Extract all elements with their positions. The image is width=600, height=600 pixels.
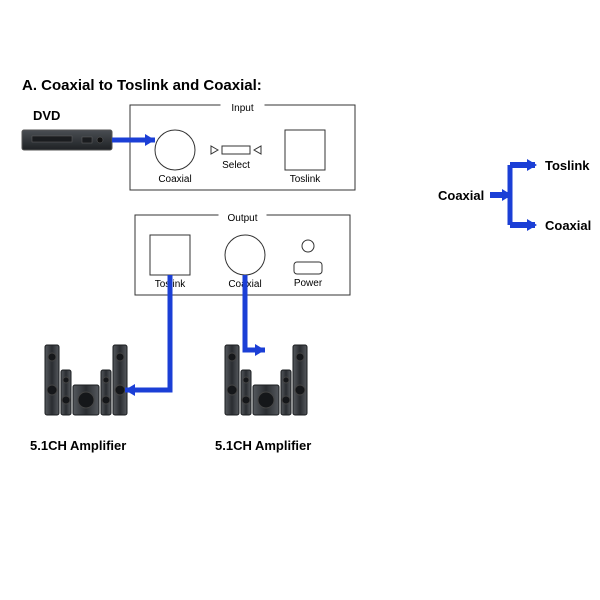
diagram-title: A. Coaxial to Toslink and Coaxial: [22, 77, 262, 94]
output-toslink-port [150, 235, 190, 275]
output-coaxial-port [225, 235, 265, 275]
input-coaxial-port [155, 130, 195, 170]
amp1-label: 5.1CH Amplifier [30, 438, 126, 453]
split-in-label: Coaxial [438, 188, 484, 203]
dvd-label: DVD [33, 108, 60, 123]
input-toslink-port [285, 130, 325, 170]
svg-text:Power: Power [294, 278, 323, 289]
svg-text:Toslink: Toslink [290, 174, 322, 185]
speaker-set [45, 345, 127, 415]
output-title: Output [227, 213, 257, 224]
speaker-set [225, 345, 307, 415]
input-select-switch [222, 146, 250, 154]
split-out2-label: Coaxial [545, 218, 591, 233]
svg-text:Coaxial: Coaxial [158, 174, 191, 185]
output-power-port [294, 262, 322, 274]
split-out1-label: Toslink [545, 158, 590, 173]
input-title: Input [231, 103, 253, 114]
output-power-led [302, 240, 314, 252]
amp2-label: 5.1CH Amplifier [215, 438, 311, 453]
svg-text:Select: Select [222, 160, 250, 171]
